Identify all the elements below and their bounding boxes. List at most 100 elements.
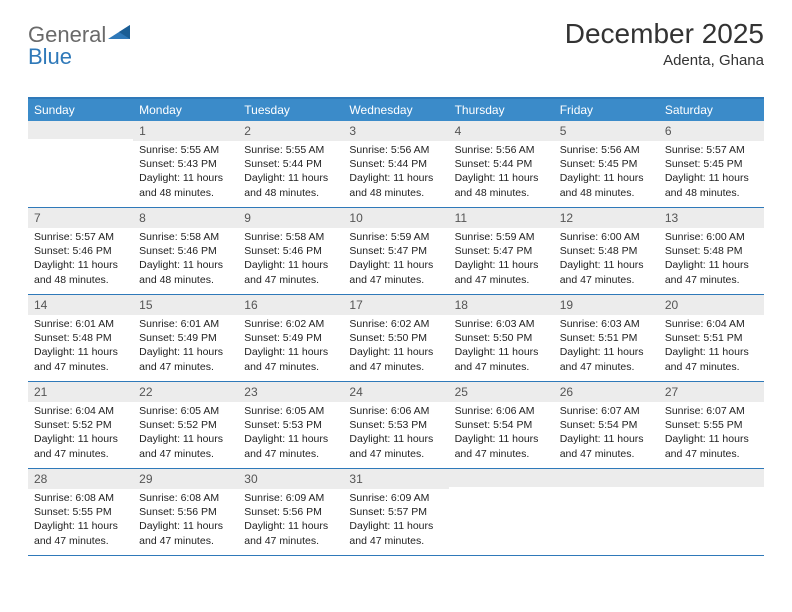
day-body: Sunrise: 6:07 AMSunset: 5:55 PMDaylight:… [659, 402, 764, 465]
calendar-cell: 3Sunrise: 5:56 AMSunset: 5:44 PMDaylight… [343, 121, 448, 207]
sunset-line: Sunset: 5:55 PM [665, 418, 758, 432]
weekday-header-row: Sunday Monday Tuesday Wednesday Thursday… [28, 99, 764, 121]
day-body: Sunrise: 6:08 AMSunset: 5:56 PMDaylight:… [133, 489, 238, 552]
day-body: Sunrise: 6:02 AMSunset: 5:50 PMDaylight:… [343, 315, 448, 378]
day-number: 1 [133, 121, 238, 141]
calendar-week: 14Sunrise: 6:01 AMSunset: 5:48 PMDayligh… [28, 295, 764, 382]
day-number: 14 [28, 295, 133, 315]
calendar-cell: 24Sunrise: 6:06 AMSunset: 5:53 PMDayligh… [343, 382, 448, 468]
calendar-cell: 27Sunrise: 6:07 AMSunset: 5:55 PMDayligh… [659, 382, 764, 468]
day-body: Sunrise: 5:58 AMSunset: 5:46 PMDaylight:… [238, 228, 343, 291]
day-body: Sunrise: 6:09 AMSunset: 5:57 PMDaylight:… [343, 489, 448, 552]
sunset-line: Sunset: 5:50 PM [455, 331, 548, 345]
day-number [554, 469, 659, 487]
title-block: December 2025 Adenta, Ghana [565, 18, 764, 69]
sunrise-line: Sunrise: 5:55 AM [244, 143, 337, 157]
sunrise-line: Sunrise: 6:01 AM [139, 317, 232, 331]
sunrise-line: Sunrise: 5:55 AM [139, 143, 232, 157]
calendar-cell [554, 469, 659, 555]
sunrise-line: Sunrise: 5:56 AM [349, 143, 442, 157]
sunrise-line: Sunrise: 6:00 AM [665, 230, 758, 244]
calendar-cell: 8Sunrise: 5:58 AMSunset: 5:46 PMDaylight… [133, 208, 238, 294]
daylight-line: Daylight: 11 hours and 47 minutes. [34, 519, 127, 547]
daylight-line: Daylight: 11 hours and 47 minutes. [244, 345, 337, 373]
daylight-line: Daylight: 11 hours and 47 minutes. [665, 432, 758, 460]
day-number: 30 [238, 469, 343, 489]
sunrise-line: Sunrise: 6:04 AM [34, 404, 127, 418]
daylight-line: Daylight: 11 hours and 47 minutes. [349, 258, 442, 286]
sunset-line: Sunset: 5:48 PM [560, 244, 653, 258]
sunrise-line: Sunrise: 6:08 AM [34, 491, 127, 505]
day-number: 23 [238, 382, 343, 402]
daylight-line: Daylight: 11 hours and 47 minutes. [560, 258, 653, 286]
sunset-line: Sunset: 5:57 PM [349, 505, 442, 519]
calendar: Sunday Monday Tuesday Wednesday Thursday… [28, 97, 764, 556]
weekday-tuesday: Tuesday [238, 99, 343, 121]
day-number: 31 [343, 469, 448, 489]
sunset-line: Sunset: 5:44 PM [455, 157, 548, 171]
sunset-line: Sunset: 5:55 PM [34, 505, 127, 519]
calendar-cell: 20Sunrise: 6:04 AMSunset: 5:51 PMDayligh… [659, 295, 764, 381]
sunset-line: Sunset: 5:54 PM [455, 418, 548, 432]
daylight-line: Daylight: 11 hours and 48 minutes. [665, 171, 758, 199]
day-number: 17 [343, 295, 448, 315]
day-number: 8 [133, 208, 238, 228]
day-body: Sunrise: 6:09 AMSunset: 5:56 PMDaylight:… [238, 489, 343, 552]
sunset-line: Sunset: 5:49 PM [244, 331, 337, 345]
sunrise-line: Sunrise: 6:05 AM [244, 404, 337, 418]
sunrise-line: Sunrise: 6:00 AM [560, 230, 653, 244]
calendar-cell [28, 121, 133, 207]
sunset-line: Sunset: 5:47 PM [455, 244, 548, 258]
sunset-line: Sunset: 5:53 PM [244, 418, 337, 432]
day-body: Sunrise: 6:08 AMSunset: 5:55 PMDaylight:… [28, 489, 133, 552]
calendar-cell: 13Sunrise: 6:00 AMSunset: 5:48 PMDayligh… [659, 208, 764, 294]
day-body: Sunrise: 6:06 AMSunset: 5:54 PMDaylight:… [449, 402, 554, 465]
calendar-cell: 16Sunrise: 6:02 AMSunset: 5:49 PMDayligh… [238, 295, 343, 381]
day-body: Sunrise: 6:07 AMSunset: 5:54 PMDaylight:… [554, 402, 659, 465]
calendar-cell: 2Sunrise: 5:55 AMSunset: 5:44 PMDaylight… [238, 121, 343, 207]
daylight-line: Daylight: 11 hours and 47 minutes. [34, 345, 127, 373]
day-body: Sunrise: 6:01 AMSunset: 5:48 PMDaylight:… [28, 315, 133, 378]
day-body: Sunrise: 5:57 AMSunset: 5:46 PMDaylight:… [28, 228, 133, 291]
weekday-saturday: Saturday [659, 99, 764, 121]
daylight-line: Daylight: 11 hours and 48 minutes. [34, 258, 127, 286]
calendar-week: 28Sunrise: 6:08 AMSunset: 5:55 PMDayligh… [28, 469, 764, 556]
calendar-cell: 1Sunrise: 5:55 AMSunset: 5:43 PMDaylight… [133, 121, 238, 207]
calendar-week: 7Sunrise: 5:57 AMSunset: 5:46 PMDaylight… [28, 208, 764, 295]
calendar-week: 1Sunrise: 5:55 AMSunset: 5:43 PMDaylight… [28, 121, 764, 208]
sunset-line: Sunset: 5:56 PM [139, 505, 232, 519]
sunset-line: Sunset: 5:56 PM [244, 505, 337, 519]
day-number: 29 [133, 469, 238, 489]
day-body: Sunrise: 6:02 AMSunset: 5:49 PMDaylight:… [238, 315, 343, 378]
sunset-line: Sunset: 5:51 PM [665, 331, 758, 345]
calendar-cell: 19Sunrise: 6:03 AMSunset: 5:51 PMDayligh… [554, 295, 659, 381]
day-body: Sunrise: 6:00 AMSunset: 5:48 PMDaylight:… [554, 228, 659, 291]
calendar-cell: 12Sunrise: 6:00 AMSunset: 5:48 PMDayligh… [554, 208, 659, 294]
calendar-cell: 23Sunrise: 6:05 AMSunset: 5:53 PMDayligh… [238, 382, 343, 468]
calendar-cell: 9Sunrise: 5:58 AMSunset: 5:46 PMDaylight… [238, 208, 343, 294]
calendar-cell: 11Sunrise: 5:59 AMSunset: 5:47 PMDayligh… [449, 208, 554, 294]
daylight-line: Daylight: 11 hours and 48 minutes. [455, 171, 548, 199]
sunrise-line: Sunrise: 5:58 AM [244, 230, 337, 244]
day-body: Sunrise: 5:58 AMSunset: 5:46 PMDaylight:… [133, 228, 238, 291]
day-body: Sunrise: 6:05 AMSunset: 5:53 PMDaylight:… [238, 402, 343, 465]
day-number: 25 [449, 382, 554, 402]
sunrise-line: Sunrise: 5:59 AM [455, 230, 548, 244]
day-number [659, 469, 764, 487]
daylight-line: Daylight: 11 hours and 48 minutes. [560, 171, 653, 199]
daylight-line: Daylight: 11 hours and 48 minutes. [349, 171, 442, 199]
day-body: Sunrise: 5:56 AMSunset: 5:45 PMDaylight:… [554, 141, 659, 204]
calendar-cell: 14Sunrise: 6:01 AMSunset: 5:48 PMDayligh… [28, 295, 133, 381]
sunset-line: Sunset: 5:51 PM [560, 331, 653, 345]
day-body: Sunrise: 5:59 AMSunset: 5:47 PMDaylight:… [449, 228, 554, 291]
day-body: Sunrise: 5:57 AMSunset: 5:45 PMDaylight:… [659, 141, 764, 204]
day-number: 15 [133, 295, 238, 315]
sunrise-line: Sunrise: 6:06 AM [349, 404, 442, 418]
logo-text-blue: Blue [28, 44, 72, 70]
sunrise-line: Sunrise: 6:01 AM [34, 317, 127, 331]
calendar-cell: 31Sunrise: 6:09 AMSunset: 5:57 PMDayligh… [343, 469, 448, 555]
day-body: Sunrise: 6:03 AMSunset: 5:50 PMDaylight:… [449, 315, 554, 378]
day-number: 4 [449, 121, 554, 141]
calendar-cell: 26Sunrise: 6:07 AMSunset: 5:54 PMDayligh… [554, 382, 659, 468]
daylight-line: Daylight: 11 hours and 48 minutes. [244, 171, 337, 199]
